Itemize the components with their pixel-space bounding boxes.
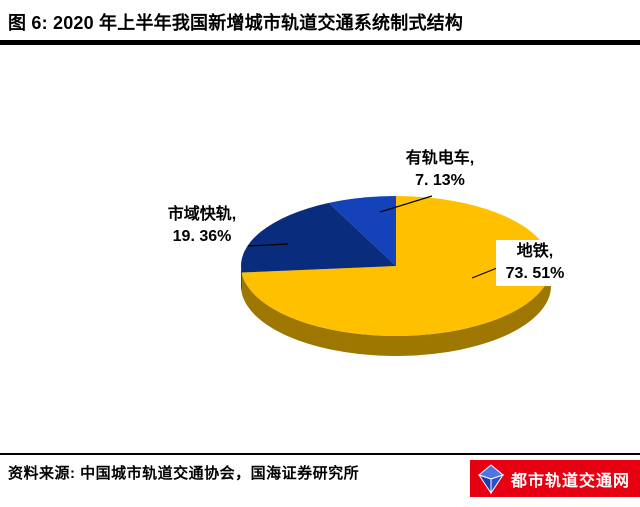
- source-text: 资料来源: 中国城市轨道交通协会，国海证券研究所: [8, 465, 360, 482]
- label-tram-value: 7. 13%: [415, 172, 465, 189]
- label-metro: 地铁, 73. 51%: [496, 240, 574, 286]
- pie-group: [241, 196, 551, 356]
- badge-diamond-icon: [477, 463, 504, 494]
- watermark-badge: 都市轨道交通网: [469, 460, 640, 497]
- pie-slice-2: [328, 196, 396, 266]
- label-suburban-rail-name: 市域快轨,: [167, 206, 237, 223]
- label-metro-name: 地铁,: [516, 243, 554, 260]
- pie-side-0: [241, 266, 551, 356]
- pie-side-1: [241, 266, 242, 293]
- label-tram: 有轨电车, 7. 13%: [398, 148, 482, 192]
- footer-rule: [0, 453, 640, 455]
- figure-title: 图 6: 2020 年上半年我国新增城市轨道交通系统制式结构: [8, 13, 464, 33]
- label-tram-name: 有轨电车,: [405, 150, 475, 167]
- label-suburban-rail: 市域快轨, 19. 36%: [156, 204, 248, 248]
- label-metro-value: 73. 51%: [505, 265, 565, 282]
- pie-slice-0: [241, 196, 551, 336]
- title-rule: [0, 40, 640, 45]
- badge-text: 都市轨道交通网: [510, 472, 630, 490]
- leader-line-suburban-rail: [247, 243, 289, 247]
- pie-slice-1: [241, 202, 396, 273]
- label-suburban-rail-value: 19. 36%: [172, 228, 232, 245]
- leader-line-tram: [379, 195, 433, 213]
